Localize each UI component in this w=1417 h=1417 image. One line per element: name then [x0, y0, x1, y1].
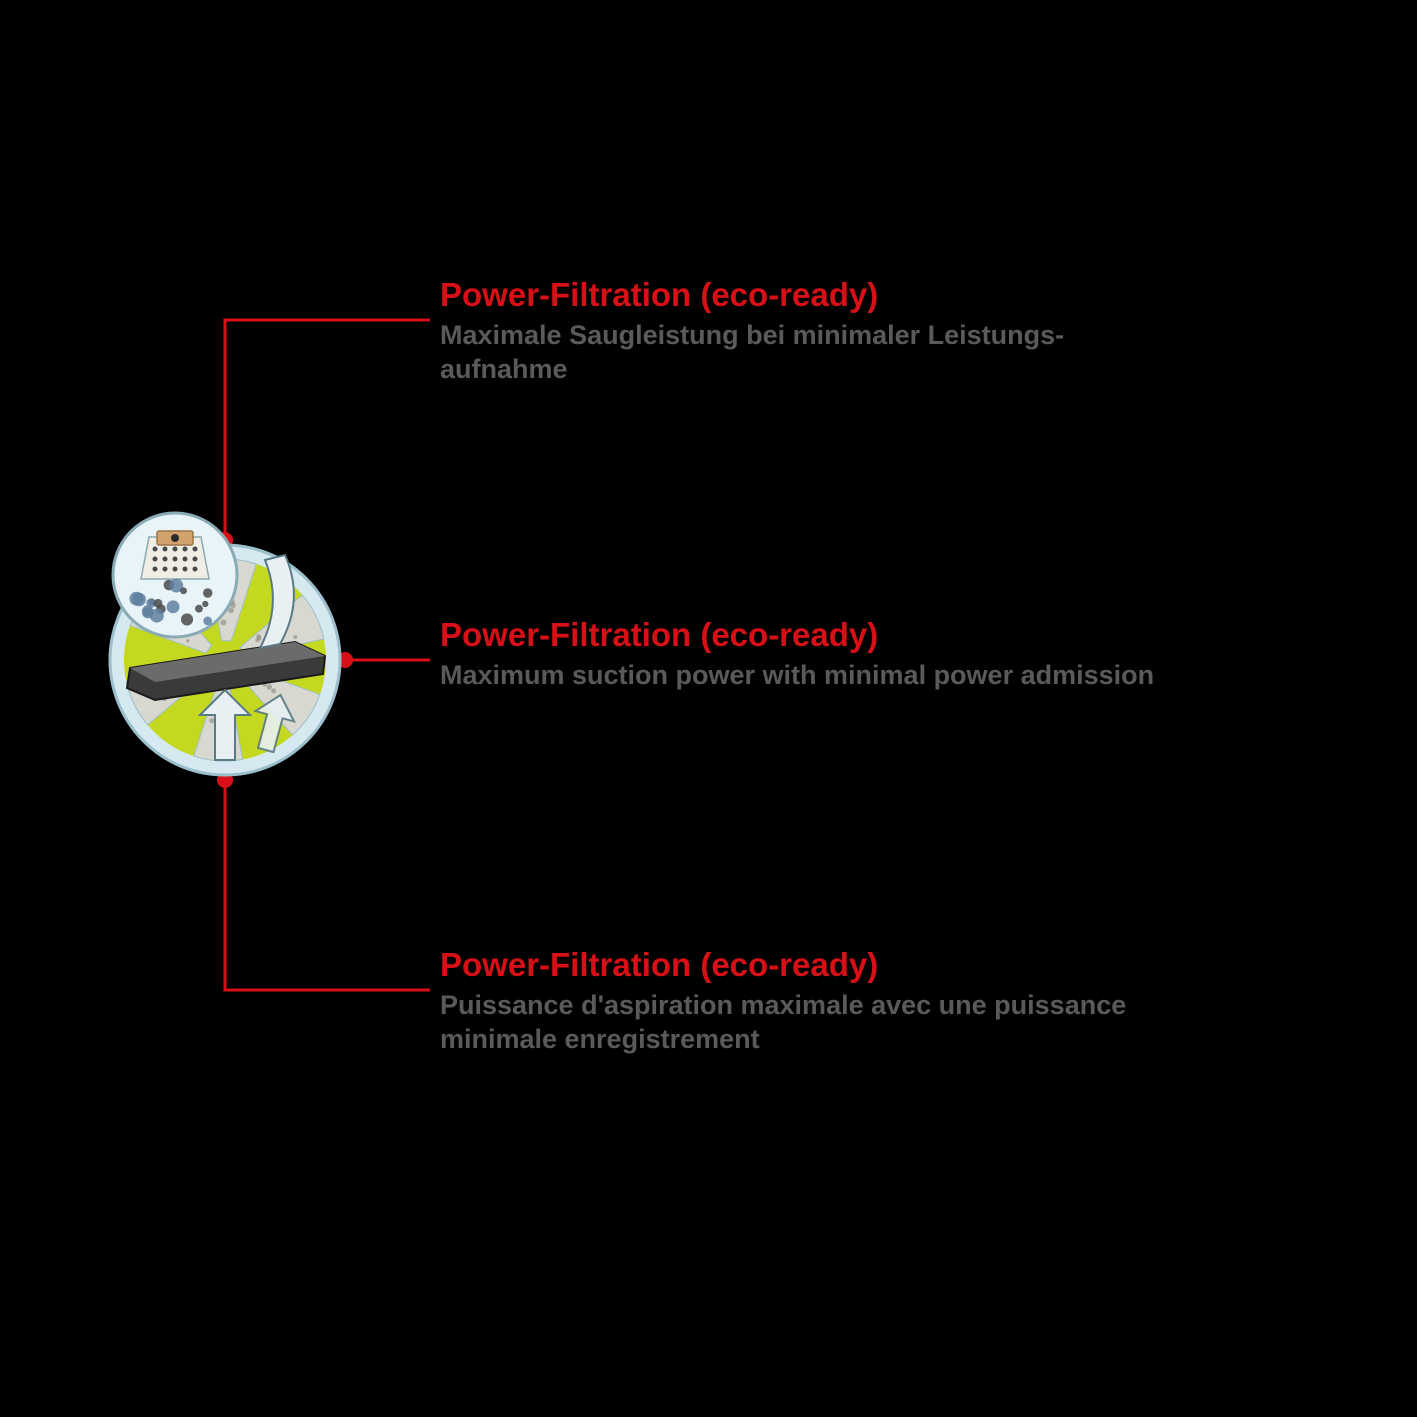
callout-desc: Maximale Saugleistung bei minimaler Leis… [440, 318, 1160, 387]
diagram-canvas: Power-Filtration (eco-ready) Maximale Sau… [0, 0, 1417, 1417]
callout-desc: Puissance d'aspiration maximale avec une… [440, 988, 1160, 1057]
central-icon [0, 0, 1417, 1417]
callout-title: Power-Filtration (eco-ready) [440, 276, 1160, 314]
callout-title: Power-Filtration (eco-ready) [440, 616, 1160, 654]
callout-2: Power-Filtration (eco-ready) Puissance d'… [440, 946, 1160, 1057]
callout-title: Power-Filtration (eco-ready) [440, 946, 1160, 984]
callout-1: Power-Filtration (eco-ready) Maximum suct… [440, 616, 1160, 692]
callout-0: Power-Filtration (eco-ready) Maximale Sau… [440, 276, 1160, 387]
callout-desc: Maximum suction power with minimal power… [440, 658, 1160, 693]
